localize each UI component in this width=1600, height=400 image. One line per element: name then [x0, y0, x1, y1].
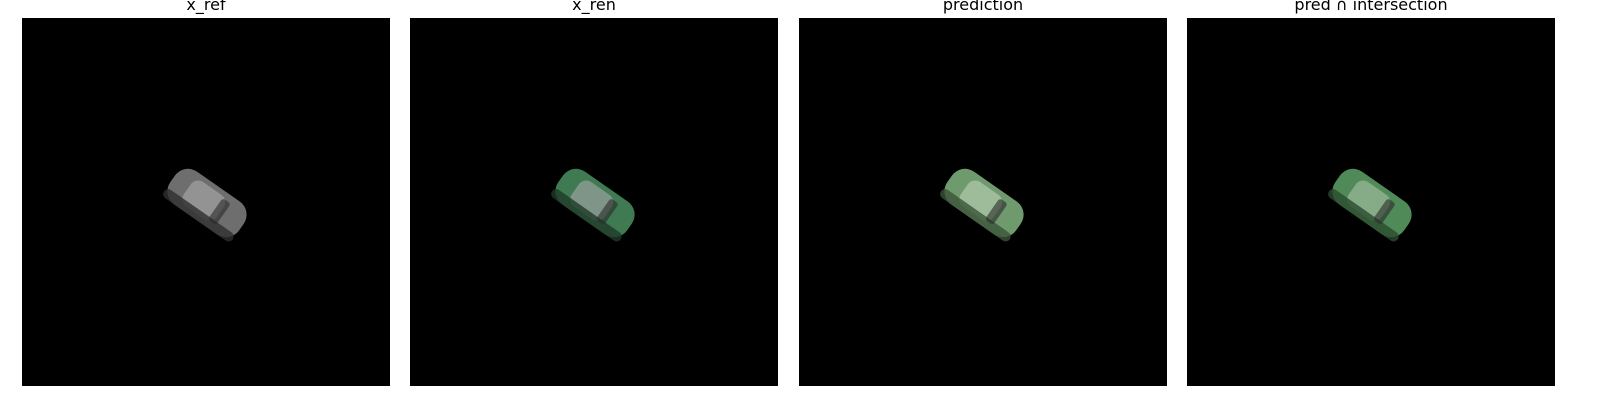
car-shadow	[1328, 189, 1399, 242]
panel-title: x_ref	[186, 0, 226, 14]
panel-image	[1187, 18, 1555, 386]
car-windshield	[208, 199, 230, 224]
panel-prediction: prediction	[799, 0, 1167, 388]
car-image	[940, 168, 1024, 242]
panel-title: x_ren	[572, 0, 616, 14]
panel-x-ren: x_ren	[410, 0, 778, 388]
car-image	[1328, 168, 1412, 242]
car-shadow	[551, 189, 622, 242]
panel-image	[22, 18, 390, 386]
car-windshield	[985, 199, 1007, 224]
car-shadow	[163, 189, 234, 242]
panel-title: prediction	[942, 0, 1024, 14]
car-image	[551, 168, 635, 242]
panel-image	[410, 18, 778, 386]
car-shadow	[940, 189, 1011, 242]
panel-x-ref: x_ref	[22, 0, 390, 388]
panel-image	[799, 18, 1167, 386]
car-windshield	[1373, 199, 1395, 224]
car-image	[163, 168, 247, 242]
panel-pred-intersection: pred ∩ intersection	[1187, 0, 1555, 388]
panel-title: pred ∩ intersection	[1294, 0, 1448, 14]
car-windshield	[596, 199, 618, 224]
